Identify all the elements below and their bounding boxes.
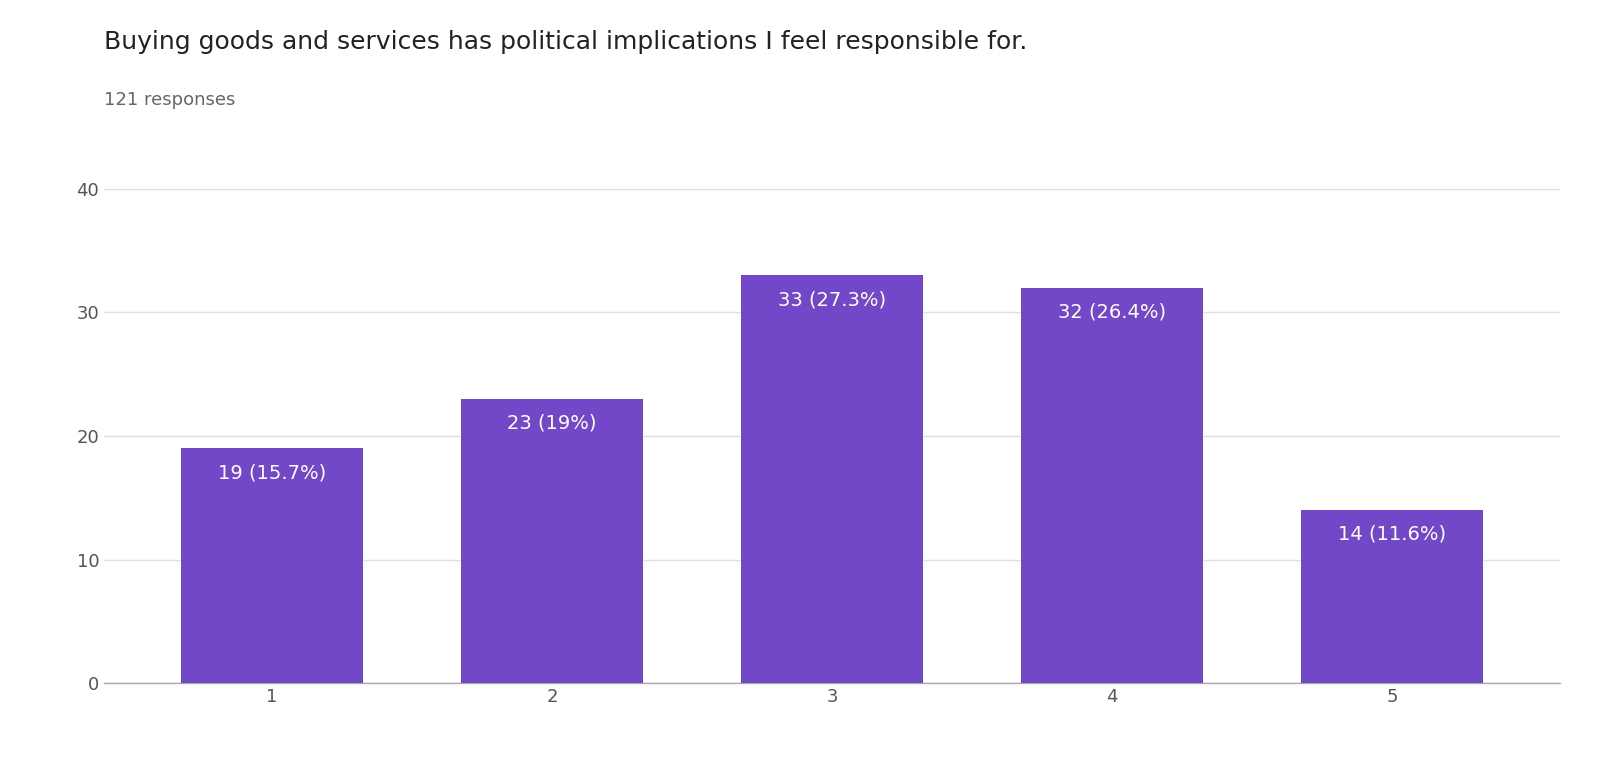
- Bar: [1301, 510, 1483, 683]
- Text: 19 (15.7%): 19 (15.7%): [218, 463, 326, 482]
- Text: 32 (26.4%): 32 (26.4%): [1058, 303, 1166, 322]
- Text: 33 (27.3%): 33 (27.3%): [778, 290, 886, 309]
- Bar: [741, 276, 923, 683]
- Text: 23 (19%): 23 (19%): [507, 414, 597, 433]
- Text: Buying goods and services has political implications I feel responsible for.: Buying goods and services has political …: [104, 30, 1027, 55]
- Bar: [1021, 288, 1203, 683]
- Bar: [461, 399, 643, 683]
- Bar: [181, 449, 363, 683]
- Text: 121 responses: 121 responses: [104, 91, 235, 109]
- Text: 14 (11.6%): 14 (11.6%): [1338, 525, 1446, 544]
